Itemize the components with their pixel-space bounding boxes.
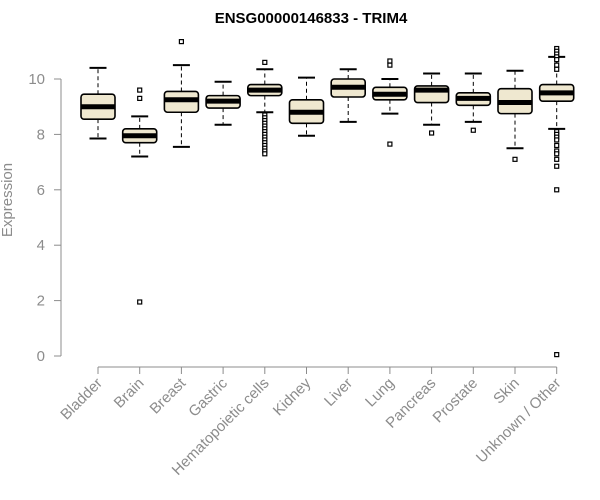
x-tick-label: Skin [490, 375, 523, 408]
outlier-point [554, 187, 560, 193]
y-axis-label: Expression [0, 163, 16, 237]
outlier-point [554, 62, 560, 68]
x-tick-label: Kidney [270, 374, 315, 419]
y-tick-label: 8 [37, 126, 45, 143]
box-group [247, 59, 283, 157]
outlier-point [470, 127, 476, 133]
outlier-point [137, 299, 143, 305]
box-group [205, 80, 241, 126]
y-tick-label: 10 [28, 71, 45, 88]
outlier-point [262, 151, 268, 157]
x-tick-label: Lung [362, 375, 398, 411]
boxplot-series [80, 39, 575, 358]
outlier-point [554, 156, 560, 162]
outlier-point [554, 163, 560, 169]
x-tick-label: Liver [321, 375, 356, 410]
box-group [80, 66, 116, 140]
outlier-point [178, 39, 184, 45]
outlier-point [554, 66, 560, 72]
box-group [330, 68, 367, 123]
y-axis: 0 2 4 6 8 10 [28, 71, 62, 365]
outlier-point [387, 62, 393, 68]
outlier-point [554, 57, 560, 63]
box-group [413, 72, 450, 136]
outlier-point [137, 95, 143, 101]
outlier-point [554, 352, 560, 358]
box-group [497, 69, 533, 162]
chart-title: ENSG00000146833 - TRIM4 [215, 10, 408, 27]
outlier-point [137, 87, 143, 93]
outlier-point [387, 58, 393, 64]
y-tick-label: 6 [37, 182, 45, 199]
box-group [455, 72, 492, 133]
outlier-point [262, 59, 268, 65]
x-tick-label: Prostate [430, 375, 482, 427]
x-tick-label: Bladder [57, 375, 106, 424]
box-group [288, 76, 325, 137]
outlier-point [429, 130, 435, 136]
x-tick-label: Brain [111, 375, 148, 412]
box-group [163, 39, 200, 148]
outlier-point [554, 137, 560, 143]
x-tick-label: Breast [147, 374, 190, 417]
outlier-point [554, 142, 560, 149]
y-tick-label: 2 [37, 293, 45, 310]
y-tick-label: 4 [37, 237, 45, 254]
box-group [538, 45, 575, 358]
outlier-point [387, 141, 393, 147]
y-tick-label: 0 [37, 348, 45, 365]
outlier-point [554, 151, 560, 157]
box-group [372, 58, 408, 147]
outlier-point [512, 156, 518, 162]
box-group [121, 87, 158, 305]
